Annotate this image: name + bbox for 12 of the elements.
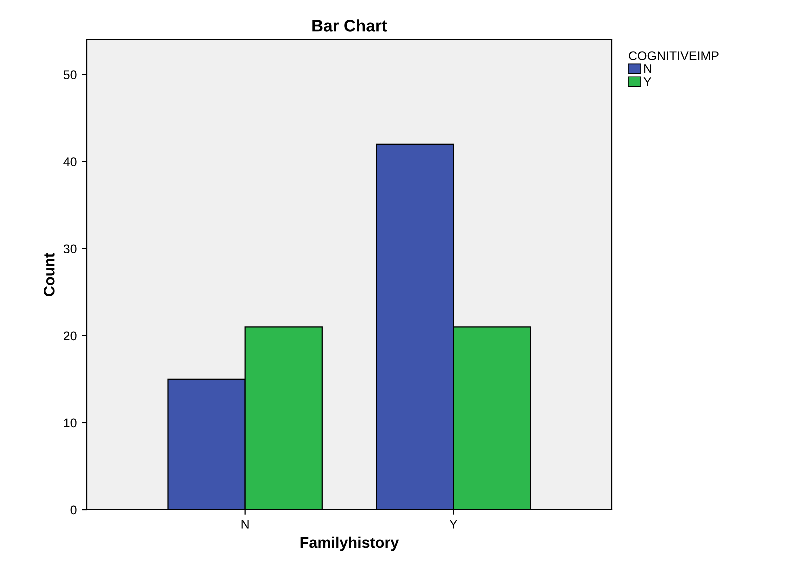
y-tick-label: 40 (64, 158, 77, 167)
y-axis-title: Count (44, 253, 55, 296)
y-tick-label: 30 (64, 244, 77, 254)
legend-label: N (644, 64, 652, 74)
y-tick-label: 20 (64, 332, 77, 341)
y-tick-label: 10 (64, 418, 77, 428)
legend-title: COGNITIVEIMP (629, 52, 719, 60)
x-axis-title: Familyhistory (300, 536, 400, 552)
chart-title: Bar Chart (312, 20, 388, 32)
y-tick-label: 50 (64, 70, 77, 80)
legend-label: Y (644, 78, 652, 86)
y-tick-label: 0 (70, 506, 77, 515)
